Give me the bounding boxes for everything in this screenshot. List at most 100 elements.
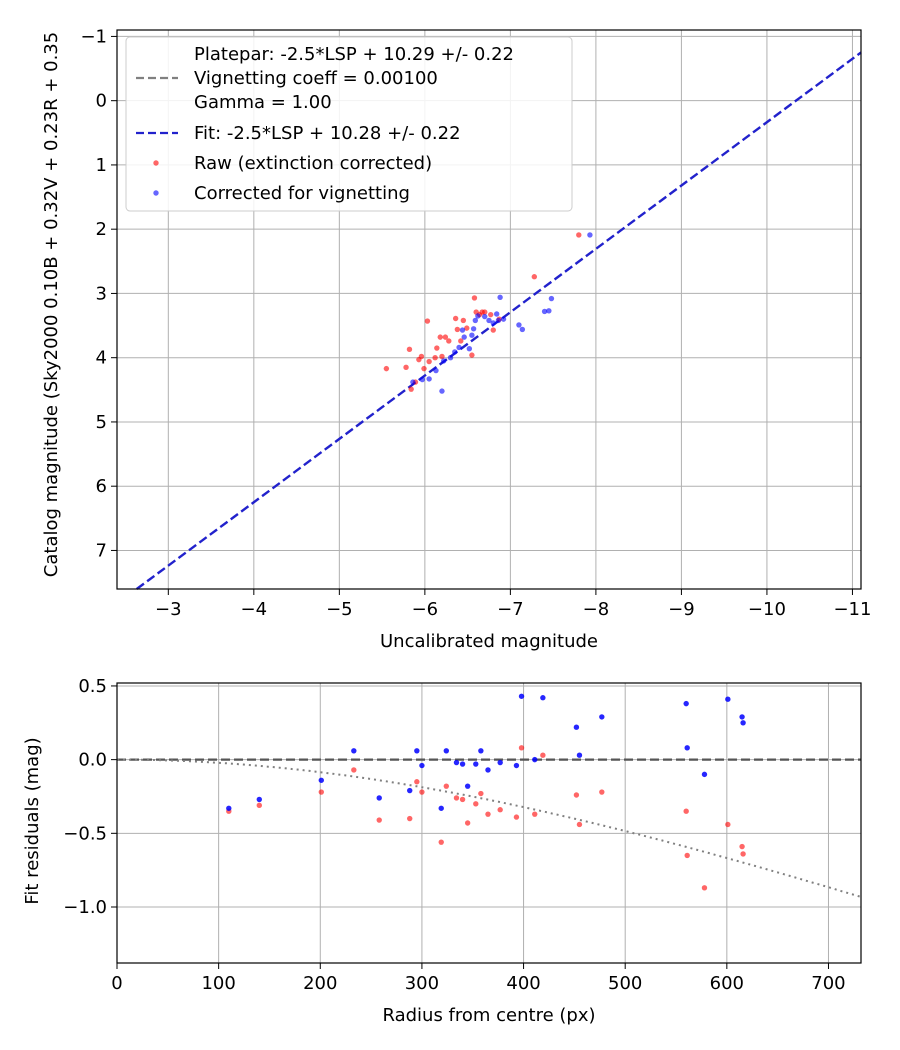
corrected-residual-point (518, 693, 525, 699)
corrected-point (495, 317, 502, 324)
raw-point (434, 345, 440, 351)
raw-point (576, 232, 582, 238)
bottom-x-tick-label: 400 (506, 973, 540, 994)
raw-point (439, 353, 445, 360)
raw-residual-point (739, 843, 745, 850)
top-y-tick-label: 6 (96, 476, 107, 497)
raw-residual-point (351, 767, 357, 773)
corrected-residual-point (376, 795, 382, 801)
raw-residual-point (464, 820, 471, 826)
corrected-point (410, 379, 416, 385)
bottom-x-tick-label: 200 (303, 973, 337, 994)
corrected-residual-point (473, 761, 479, 767)
raw-residual-point (532, 811, 538, 817)
raw-residual-point (414, 779, 420, 785)
top-x-tick-label: −4 (241, 599, 268, 620)
bottom-x-tick-label: 700 (811, 973, 845, 994)
raw-point (464, 325, 470, 331)
corrected-residual-point (513, 762, 520, 769)
bottom-y-tick-label: −0.5 (63, 823, 107, 844)
top-x-tick-label: −3 (155, 599, 182, 620)
bottom-chart-ticks: 0 100 200 300 400 500 600 700 −1.0 −0.5 0.0 0.5 (63, 676, 845, 994)
raw-point (421, 365, 427, 372)
corrected-point (546, 308, 552, 314)
raw-residual-point (513, 814, 520, 820)
corrected-point (439, 388, 445, 394)
bottom-y-tick-label: 0.0 (78, 750, 107, 771)
raw-residual-point (453, 795, 460, 801)
top-y-axis-label: Catalog magnitude (Sky2000 0.10B + 0.32V… (41, 32, 62, 577)
raw-residual-point (725, 821, 731, 828)
bottom-x-tick-label: 0 (111, 973, 122, 994)
bottom-x-axis-label: Radius from centre (px) (382, 1005, 595, 1026)
top-y-tick-label: 2 (96, 219, 107, 240)
corrected-point (587, 232, 593, 238)
bottom-scatter-points (226, 693, 746, 891)
vignetting-curve (117, 758, 862, 898)
raw-point (446, 338, 452, 344)
corrected-residual-point (438, 805, 444, 811)
legend-entry: Raw (extinction corrected) (194, 153, 432, 174)
top-y-tick-label: 1 (96, 155, 107, 176)
corrected-residual-point (226, 805, 232, 811)
corrected-point (466, 345, 473, 352)
raw-point (452, 315, 459, 322)
corrected-residual-point (532, 756, 538, 763)
corrected-residual-point (540, 695, 546, 701)
corrected-point (486, 317, 492, 324)
legend-box (125, 36, 573, 212)
raw-residual-point (318, 789, 324, 795)
raw-residual-point (540, 752, 546, 758)
raw-residual-point (443, 783, 450, 789)
raw-point (442, 334, 449, 340)
raw-residual-point (256, 802, 262, 809)
corrected-residual-point (351, 748, 357, 754)
raw-residual-point (684, 852, 690, 859)
corrected-residual-point (684, 745, 690, 751)
top-plot-area (116, 29, 862, 590)
corrected-residual-point (576, 752, 583, 758)
corrected-point (470, 326, 477, 332)
raw-residual-point (459, 796, 466, 803)
raw-residual-point (599, 789, 605, 795)
corrected-residual-point (414, 748, 420, 754)
raw-residual-point (438, 839, 444, 845)
top-x-tick-label: −5 (326, 599, 353, 620)
corrected-residual-point (478, 748, 484, 754)
corrected-residual-point (739, 714, 745, 720)
raw-residual-point (740, 851, 746, 857)
raw-point (454, 326, 461, 333)
raw-point (408, 386, 414, 392)
legend-entry: Corrected for vignetting (194, 183, 410, 204)
corrected-point (452, 349, 458, 355)
top-x-tick-label: −11 (833, 599, 871, 620)
raw-point (426, 358, 432, 365)
raw-point (488, 311, 494, 318)
corrected-residual-point (407, 787, 413, 794)
corrected-point (419, 376, 425, 383)
raw-point (458, 338, 464, 344)
legend-dot-swatch (153, 190, 159, 196)
top-x-tick-label: −10 (748, 599, 786, 620)
raw-residual-point (576, 821, 583, 828)
corrected-point (516, 322, 522, 328)
top-x-tick-label: −7 (497, 599, 524, 620)
corrected-residual-point (740, 720, 746, 726)
corrected-point (433, 367, 439, 374)
corrected-point (459, 327, 466, 333)
legend-entry: Platepar: -2.5*LSP + 10.29 +/- 0.22 (194, 44, 514, 65)
raw-residual-point (407, 815, 413, 822)
corrected-point (447, 354, 454, 361)
raw-residual-point (573, 792, 580, 798)
corrected-residual-point (459, 761, 466, 767)
legend-entry: Vignetting coeff = 0.00100 (194, 68, 438, 89)
bottom-x-tick-label: 100 (201, 973, 235, 994)
raw-point (531, 274, 538, 280)
corrected-residual-point (453, 759, 460, 766)
bottom-y-tick-label: 0.5 (78, 676, 107, 697)
top-y-tick-label: 3 (96, 283, 107, 304)
bottom-y-axis-label: Fit residuals (mag) (22, 737, 43, 904)
top-y-tick-label: 7 (96, 540, 107, 561)
raw-point (403, 364, 409, 371)
